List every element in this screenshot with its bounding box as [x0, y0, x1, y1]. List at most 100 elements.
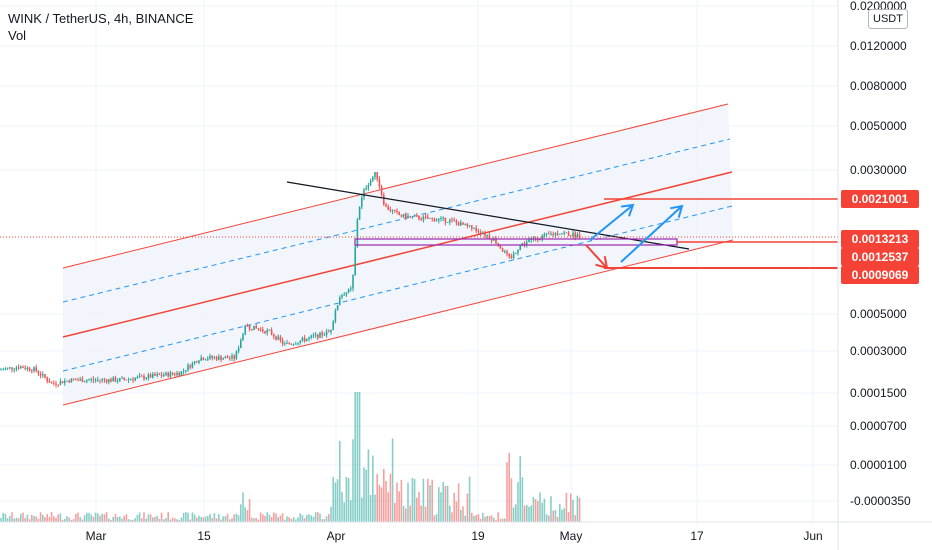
volume-bar — [552, 510, 554, 522]
volume-bar — [506, 462, 508, 522]
volume-bar — [248, 498, 251, 522]
volume-bar — [418, 491, 420, 522]
volume-bar — [358, 392, 361, 522]
volume-bar — [354, 392, 356, 522]
volume-bar — [196, 517, 198, 522]
volume-bar — [431, 479, 433, 522]
symbol-title[interactable]: WINK / TetherUS, 4h, BINANCE — [8, 11, 194, 26]
candle-body — [319, 332, 321, 338]
candle-body — [383, 194, 385, 205]
candle-body — [462, 222, 464, 225]
volume-bar — [523, 505, 526, 522]
volume-bar — [356, 392, 359, 522]
candle-body — [442, 217, 444, 219]
time-axis[interactable]: Mar 15 Apr 19 May 17 Jun — [0, 521, 932, 543]
volume-bar — [211, 517, 213, 522]
price-tag-bg — [841, 248, 919, 266]
volume-bars — [0, 392, 581, 522]
volume-bar — [429, 485, 431, 522]
candle-body — [372, 177, 374, 181]
volume-bar — [310, 515, 312, 522]
volume-bar — [457, 483, 460, 522]
volume-bar — [319, 513, 321, 522]
volume-bar — [86, 512, 88, 522]
candle-body — [35, 367, 37, 371]
volume-bar — [332, 476, 334, 522]
candle-body — [264, 331, 266, 334]
arrow-down-shaft — [585, 244, 608, 269]
candle-body — [141, 375, 143, 377]
candle-body — [519, 244, 521, 250]
volume-bar — [433, 515, 436, 522]
volume-bar — [270, 516, 273, 522]
candle-body — [453, 219, 455, 221]
candle-body — [387, 206, 389, 210]
candle-body — [380, 186, 383, 195]
candle-body — [244, 325, 246, 335]
volume-bar — [405, 508, 407, 522]
volume-bar — [339, 440, 341, 522]
volume-bar — [176, 519, 178, 522]
price-tag: 0.0021001 — [841, 190, 919, 208]
volume-label[interactable]: Vol — [8, 28, 27, 43]
candle-body — [554, 233, 557, 235]
volume-bar — [57, 514, 59, 522]
volume-bar — [325, 516, 328, 522]
volume-bar — [435, 514, 438, 522]
price-tag: 0.0012537 — [841, 248, 919, 266]
candle-body — [391, 210, 394, 212]
candle-body — [44, 374, 46, 378]
channel-dashed-upper — [62, 138, 731, 303]
volume-bar — [336, 479, 339, 522]
candle-body — [482, 233, 484, 235]
volume-bar — [202, 517, 205, 522]
volume-bar — [2, 512, 4, 522]
volume-bar — [226, 513, 229, 522]
candle-body — [567, 232, 570, 236]
candle-body — [37, 370, 40, 374]
candle-body — [402, 213, 405, 217]
candle-body — [556, 233, 559, 235]
volume-bar — [31, 514, 33, 522]
volume-bar — [363, 467, 365, 522]
candle-body — [215, 357, 218, 360]
candle-body — [376, 172, 378, 180]
volume-bar — [462, 506, 464, 522]
candle-body — [248, 325, 251, 329]
candle-body — [59, 381, 62, 385]
volume-bar — [451, 512, 453, 522]
volume-bar — [215, 518, 218, 522]
candle-body — [53, 382, 55, 384]
time-axis-label: 15 — [197, 529, 211, 543]
volume-bar — [103, 514, 106, 522]
candle-body — [99, 379, 101, 381]
price-tag-bg — [841, 266, 919, 284]
volume-bar — [224, 516, 227, 522]
volume-bar — [455, 501, 458, 522]
candle-body — [512, 253, 515, 258]
candle-body — [174, 374, 176, 375]
candle-body — [182, 370, 185, 372]
candle-body — [259, 329, 262, 331]
volume-bar — [530, 505, 532, 522]
volume-bar — [409, 505, 411, 522]
volume-bar — [521, 477, 524, 522]
volume-bar — [504, 518, 506, 522]
volume-bar — [81, 519, 84, 522]
candle-body — [321, 332, 323, 336]
volume-bar — [438, 487, 440, 522]
volume-bar — [145, 518, 147, 522]
volume-bar — [121, 518, 123, 522]
volume-bar — [237, 515, 240, 522]
volume-bar — [420, 505, 422, 522]
volume-bar — [275, 513, 277, 522]
candle-body — [317, 334, 319, 338]
candle-body — [356, 219, 359, 247]
volume-bar — [352, 439, 354, 522]
candle-body — [77, 380, 79, 381]
volume-bar — [539, 492, 541, 522]
candle-body — [6, 367, 9, 369]
candle-body — [308, 337, 310, 339]
currency-button[interactable]: USDT — [868, 9, 908, 29]
